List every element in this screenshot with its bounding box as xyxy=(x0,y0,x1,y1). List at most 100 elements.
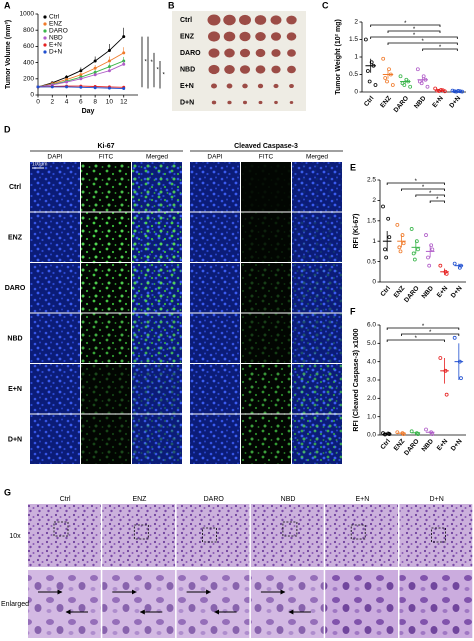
point xyxy=(107,59,111,63)
panel-label: C xyxy=(322,0,329,10)
micrograph xyxy=(250,504,324,567)
group-title: Ki-67 xyxy=(97,143,114,150)
fitc-signal xyxy=(241,414,291,464)
channel-label: FITC xyxy=(99,154,114,161)
point xyxy=(401,241,406,246)
legend-marker xyxy=(43,29,47,33)
point xyxy=(107,69,111,73)
micrograph xyxy=(102,504,176,567)
y-tick-label: 1 xyxy=(354,54,358,61)
point xyxy=(365,69,370,73)
point xyxy=(397,245,402,250)
tumor xyxy=(258,100,263,105)
legend-label: D+N xyxy=(49,49,62,56)
fitc-signal xyxy=(132,263,182,313)
tumor xyxy=(271,65,281,74)
tumor xyxy=(287,49,296,57)
point xyxy=(426,255,430,260)
tumor xyxy=(242,83,248,89)
y-tick-label: 2 xyxy=(372,197,376,204)
point xyxy=(437,89,441,93)
point xyxy=(398,74,403,79)
x-tick-label: D+N xyxy=(450,438,464,453)
significance-bracket xyxy=(386,339,445,342)
tumor xyxy=(211,100,217,105)
panel-label: G xyxy=(4,487,11,497)
point xyxy=(93,70,97,74)
micrograph xyxy=(325,504,398,567)
significance-bracket xyxy=(370,24,441,27)
tumor xyxy=(255,65,266,74)
significance-label: * xyxy=(415,336,418,342)
point xyxy=(411,251,416,256)
point xyxy=(65,75,69,79)
tumor xyxy=(255,48,266,58)
point xyxy=(450,88,455,93)
significance-label: * xyxy=(429,191,432,197)
y-tick-label: 0.5 xyxy=(367,258,376,265)
significance-label: * xyxy=(413,27,416,33)
point xyxy=(383,247,387,252)
point xyxy=(79,69,83,73)
micrograph-enlarged xyxy=(325,570,398,638)
tumor xyxy=(239,65,251,74)
x-tick-label: D+N xyxy=(450,285,464,300)
column-label: NBD xyxy=(281,496,296,503)
micrograph-enlarged xyxy=(176,570,250,638)
point xyxy=(363,37,368,42)
significance-label: * xyxy=(157,68,160,74)
row-label: D+N xyxy=(8,436,22,443)
x-tick-label: E+N xyxy=(431,95,445,110)
point xyxy=(425,84,430,89)
row-label: D+N xyxy=(180,99,194,106)
fitc-signal xyxy=(81,313,131,363)
fitc-signal xyxy=(132,414,182,464)
point xyxy=(400,81,405,86)
fitc-signal xyxy=(292,313,342,363)
point xyxy=(421,74,426,79)
point xyxy=(36,85,40,89)
legend-label: DARO xyxy=(49,28,68,35)
zoom-box xyxy=(431,527,446,543)
point xyxy=(419,81,424,86)
micrograph xyxy=(28,504,101,567)
row-label: E+N xyxy=(180,83,194,90)
point xyxy=(122,51,126,55)
x-tick-label: Ctrl xyxy=(379,438,392,451)
tumor xyxy=(242,100,248,105)
legend-label: E+N xyxy=(49,42,62,49)
fitc-signal xyxy=(241,212,291,262)
legend-label: Ctrl xyxy=(49,14,60,21)
row-label: Ctrl xyxy=(9,184,21,191)
micrograph-enlarged xyxy=(102,570,176,638)
point xyxy=(429,243,434,248)
y-tick-label: 1000 xyxy=(20,11,35,18)
y-tick-label: 800 xyxy=(23,27,34,34)
y-tick-label: 5.0 xyxy=(367,340,376,347)
point xyxy=(387,235,392,240)
y-tick-label: 3.0 xyxy=(367,377,376,384)
micrograph xyxy=(176,504,250,567)
point xyxy=(122,87,126,91)
y-axis-title: RFI (Ki-67) xyxy=(353,214,360,249)
fitc-signal xyxy=(241,263,291,313)
point xyxy=(430,247,435,252)
point xyxy=(452,261,457,266)
micrograph xyxy=(190,414,240,464)
tumor xyxy=(224,48,235,58)
legend-marker xyxy=(43,50,47,54)
group-title: Cleaved Caspase-3 xyxy=(234,143,298,150)
y-tick-label: 2.5 xyxy=(367,177,376,184)
tumor xyxy=(257,83,264,89)
point xyxy=(93,86,97,90)
micrograph xyxy=(399,504,473,567)
x-tick-label: 12 xyxy=(120,99,128,106)
row-label: 10x xyxy=(9,533,21,540)
micrograph xyxy=(30,364,80,414)
point xyxy=(107,65,111,69)
tumor xyxy=(239,31,251,42)
panel-label: F xyxy=(350,306,356,316)
tumor xyxy=(208,31,220,42)
point xyxy=(409,227,414,231)
